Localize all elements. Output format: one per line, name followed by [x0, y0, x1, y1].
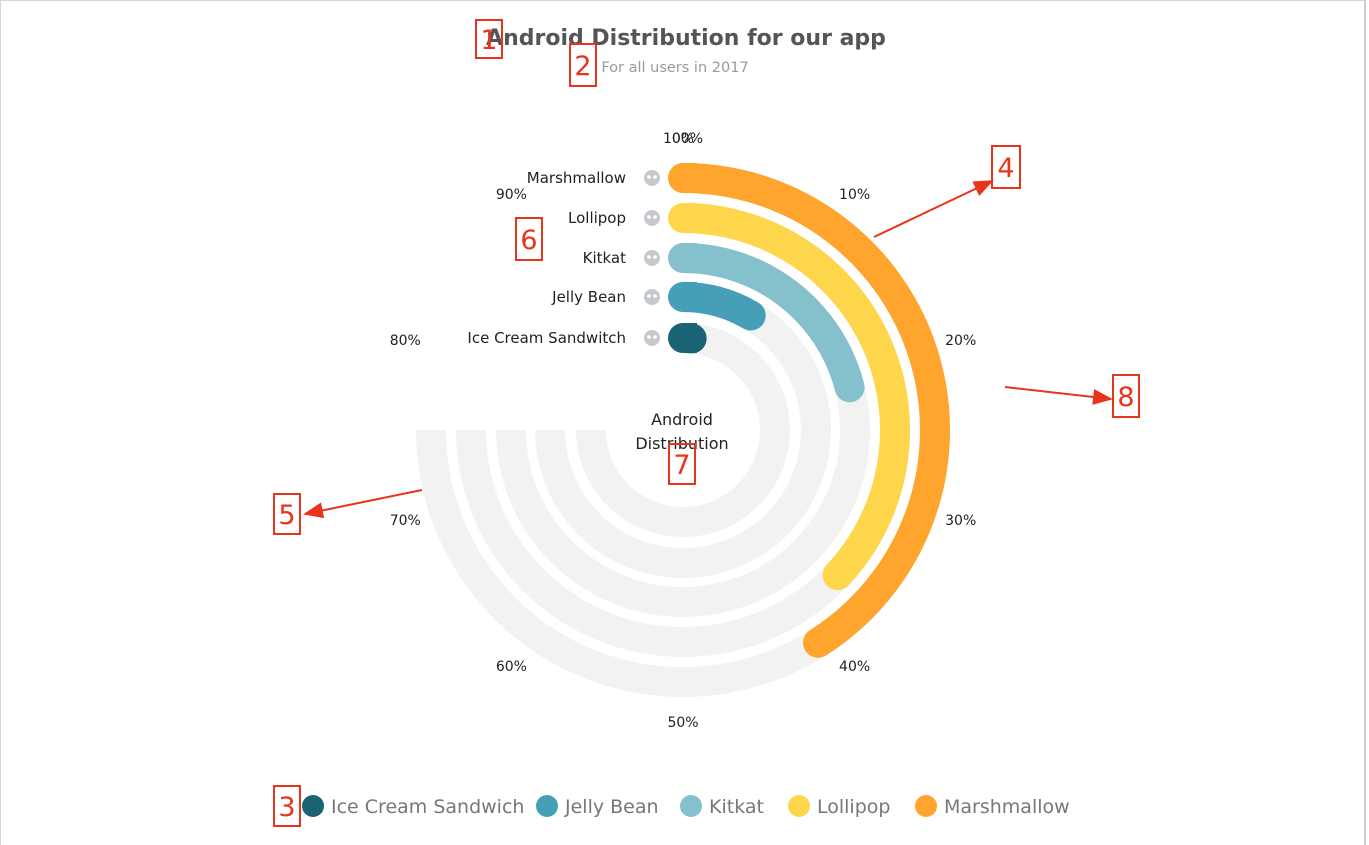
annotation-number: 2: [574, 51, 591, 82]
tick-label: 40%: [839, 659, 870, 675]
annotation-number: 1: [480, 25, 497, 56]
annotation-box-4: 4: [991, 145, 1021, 189]
annotation-arrow-8: [1004, 386, 1113, 405]
annotation-box-1: 1: [475, 19, 503, 59]
bar-start-cap-0: [683, 323, 697, 353]
legend-label: Jelly Bean: [564, 796, 659, 818]
category-labels: Ice Cream Sandwitch Jelly Bean Kitkat Lolli…: [467, 169, 660, 347]
category-label: Ice Cream Sandwitch: [467, 329, 626, 347]
annotation-box-8: 8: [1112, 374, 1140, 418]
center-label-line-1: Android: [651, 410, 713, 429]
legend-marker: [915, 795, 937, 817]
tick-label: 70%: [390, 513, 421, 529]
chart-legend: Ice Cream Sandwich Jelly Bean Kitkat Lollip…: [302, 795, 1070, 818]
annotation-arrow-5: [303, 489, 423, 519]
tick-label: 10%: [839, 187, 870, 203]
tick-label: 90%: [496, 187, 527, 203]
category-label: Marshmallow: [527, 169, 626, 187]
annotation-box-5: 5: [273, 493, 301, 535]
tick-label: 60%: [496, 659, 527, 675]
legend-item[interactable]: Ice Cream Sandwich: [302, 795, 524, 818]
bar-start-cap-2: [683, 243, 697, 273]
annotation-number: 6: [520, 225, 537, 256]
tick-label: 50%: [667, 715, 698, 731]
tick-label: 30%: [945, 513, 976, 529]
annotation-box-3: 3: [273, 785, 301, 827]
legend-label: Ice Cream Sandwich: [331, 796, 524, 818]
space-invader-icon: [644, 289, 660, 305]
chart-subtitle: For all users in 2017: [601, 60, 748, 76]
annotation-number: 4: [997, 153, 1014, 184]
unicorn-icon: [644, 250, 660, 266]
annotation-number: 5: [278, 500, 295, 531]
tick-label: 100%: [663, 131, 703, 147]
annotation-box-6: 6: [515, 217, 543, 261]
tick-label: 80%: [390, 333, 421, 349]
bar-kitkat[interactable]: [668, 243, 865, 403]
legend-marker: [680, 795, 702, 817]
annotation-arrow-4: [873, 180, 994, 238]
legend-marker: [536, 795, 558, 817]
legend-item[interactable]: Jelly Bean: [536, 795, 659, 818]
track-1: [535, 282, 831, 578]
bug-icon: [644, 330, 660, 346]
legend-label: Marshmallow: [944, 796, 1070, 818]
bar-marshmallow[interactable]: [668, 163, 950, 658]
legend-item[interactable]: Kitkat: [680, 795, 764, 818]
category-label: Jelly Bean: [551, 288, 626, 306]
alien-head-icon: [644, 170, 660, 186]
legend-item[interactable]: Marshmallow: [915, 795, 1070, 818]
legend-label: Lollipop: [817, 796, 890, 818]
chart-title: Android Distribution for our app: [486, 26, 886, 51]
annotation-number: 7: [673, 450, 690, 481]
annotation-number: 3: [278, 792, 295, 823]
legend-item[interactable]: Lollipop: [788, 795, 890, 818]
annotation-box-7: 7: [668, 443, 696, 485]
category-label: Kitkat: [583, 249, 627, 267]
red-annotation-markers: 1 2 3 4 5 6 7 8: [273, 19, 1140, 827]
legend-marker: [302, 795, 324, 817]
track-0: [576, 323, 790, 537]
series-bars: [668, 163, 950, 658]
category-label: Lollipop: [568, 209, 626, 227]
legend-marker: [788, 795, 810, 817]
tick-label: 0%: [672, 131, 694, 147]
annotation-number: 8: [1117, 382, 1134, 413]
alien-icon: [644, 210, 660, 226]
bar-lollipop[interactable]: [668, 203, 910, 591]
bar-start-cap-3: [683, 203, 697, 233]
annotation-box-2: 2: [569, 43, 597, 87]
tick-labels: 0% 10% 20% 30% 40% 50% 60% 70% 80% 90% 100%: [390, 131, 977, 731]
bar-start-cap-1: [683, 282, 697, 312]
bar-start-cap-4: [683, 163, 697, 193]
tick-label: 20%: [945, 333, 976, 349]
legend-label: Kitkat: [709, 796, 764, 818]
